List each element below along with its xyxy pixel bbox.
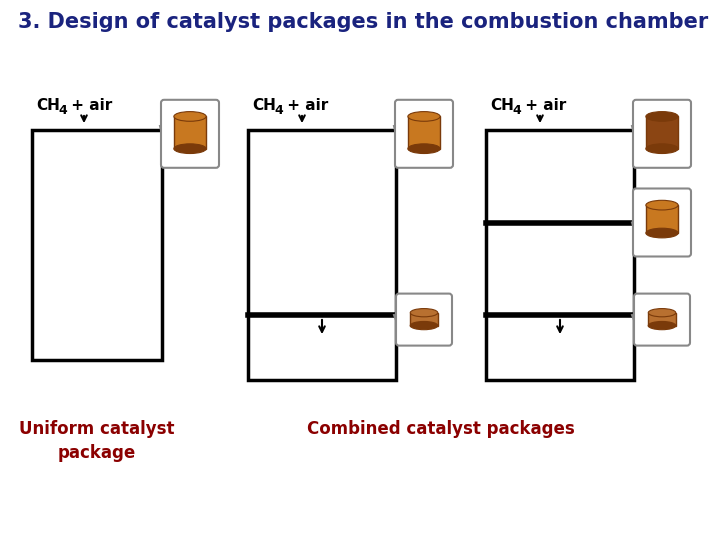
Ellipse shape xyxy=(646,200,678,210)
FancyBboxPatch shape xyxy=(634,294,690,346)
FancyBboxPatch shape xyxy=(633,188,691,256)
Text: 4: 4 xyxy=(58,104,67,117)
Text: CH: CH xyxy=(36,98,60,112)
Ellipse shape xyxy=(174,112,206,122)
Text: 3. Design of catalyst packages in the combustion chamber: 3. Design of catalyst packages in the co… xyxy=(18,12,708,32)
Text: Combined catalyst packages: Combined catalyst packages xyxy=(307,420,575,438)
Bar xyxy=(646,117,678,148)
Text: + air: + air xyxy=(66,98,112,112)
Ellipse shape xyxy=(408,112,440,122)
Ellipse shape xyxy=(646,144,678,153)
Ellipse shape xyxy=(648,321,676,330)
Text: + air: + air xyxy=(282,98,328,112)
FancyBboxPatch shape xyxy=(396,294,452,346)
Text: CH: CH xyxy=(252,98,276,112)
Text: 4: 4 xyxy=(512,104,521,117)
Bar xyxy=(174,117,206,148)
Text: 4: 4 xyxy=(274,104,283,117)
FancyBboxPatch shape xyxy=(395,100,453,168)
Bar xyxy=(248,130,396,380)
Bar xyxy=(646,205,678,233)
Ellipse shape xyxy=(408,144,440,153)
Ellipse shape xyxy=(410,321,438,330)
Bar xyxy=(410,313,438,326)
Ellipse shape xyxy=(648,308,676,317)
Ellipse shape xyxy=(646,228,678,238)
Bar xyxy=(408,117,440,148)
Text: + air: + air xyxy=(520,98,566,112)
Bar xyxy=(648,313,676,326)
Text: CH: CH xyxy=(490,98,514,112)
Ellipse shape xyxy=(174,144,206,153)
Bar xyxy=(486,130,634,380)
Text: Uniform catalyst
package: Uniform catalyst package xyxy=(19,420,175,462)
FancyBboxPatch shape xyxy=(633,100,691,168)
Ellipse shape xyxy=(410,308,438,317)
FancyBboxPatch shape xyxy=(161,100,219,168)
Bar xyxy=(32,130,162,360)
Ellipse shape xyxy=(646,112,678,122)
